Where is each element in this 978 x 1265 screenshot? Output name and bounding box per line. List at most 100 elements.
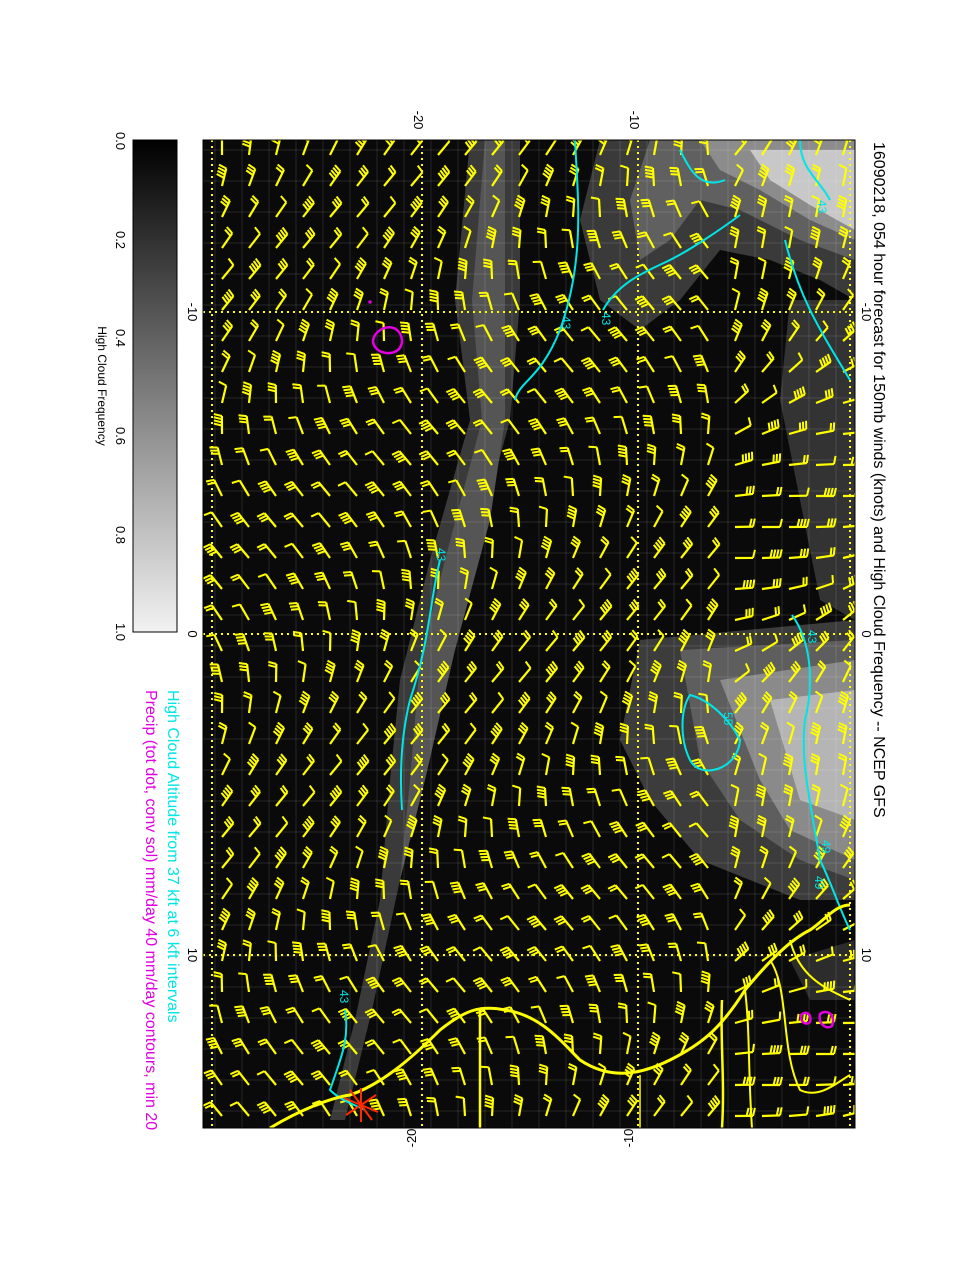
- wind-barb: [580, 326, 601, 342]
- wind-barb: [842, 1105, 855, 1118]
- wind-barb: [545, 140, 557, 156]
- wind-barb: [326, 287, 339, 311]
- wind-barb: [501, 882, 520, 900]
- contour-label: 43: [599, 312, 613, 326]
- wind-barb: [457, 257, 468, 280]
- wind-barb: [288, 974, 305, 993]
- wind-barb: [474, 449, 493, 466]
- wind-barb: [491, 660, 505, 683]
- wind-barb: [514, 566, 527, 590]
- wind-barb: [815, 455, 837, 467]
- wind-barb: [317, 601, 332, 621]
- wind-barb: [554, 387, 574, 404]
- wind-barb: [730, 318, 743, 342]
- wind-barb: [489, 566, 499, 590]
- wind-barb: [321, 909, 332, 931]
- wind-barb: [302, 722, 314, 745]
- wind-barb: [472, 388, 493, 404]
- wind-barb: [256, 512, 277, 528]
- wind-barb: [310, 1070, 331, 1086]
- wind-barb: [275, 195, 288, 218]
- wind-barb: [707, 567, 721, 590]
- colorbar-tick: 0.6: [113, 427, 128, 445]
- wind-barb: [626, 629, 639, 652]
- colorbar-tick: 1.0: [113, 623, 128, 641]
- wind-barb: [706, 598, 719, 621]
- wind-barb: [263, 632, 278, 652]
- wind-barb: [296, 350, 306, 373]
- wind-barb: [690, 324, 709, 342]
- wind-barb: [634, 295, 655, 311]
- wind-barb: [664, 355, 682, 373]
- wind-barb: [680, 567, 694, 590]
- wind-barb: [644, 723, 656, 745]
- wind-barb: [784, 225, 794, 249]
- wind-barb: [337, 449, 358, 466]
- wind-barb: [302, 815, 315, 838]
- wind-barb: [759, 721, 770, 745]
- wind-barb: [810, 752, 821, 776]
- wind-barb: [734, 417, 752, 435]
- wind-barb: [755, 783, 767, 807]
- wind-barb: [353, 287, 364, 311]
- wind-barb: [572, 660, 585, 683]
- wind-barb: [680, 598, 693, 621]
- wind-barb: [272, 721, 286, 745]
- wind-barb: [364, 450, 385, 466]
- wind-barb: [410, 691, 424, 714]
- wind-barb: [588, 1003, 602, 1024]
- wind-barb: [556, 417, 574, 435]
- wind-barb: [581, 852, 601, 869]
- wind-barb: [707, 1063, 720, 1086]
- wind-barb: [424, 322, 440, 342]
- wind-barb: [256, 1070, 277, 1086]
- wind-barb: [784, 163, 796, 187]
- wind-barb: [815, 574, 835, 591]
- wind-barb: [615, 755, 629, 776]
- wind-barb: [678, 1031, 690, 1055]
- wind-barb: [310, 481, 331, 497]
- wind-barb: [567, 1062, 578, 1086]
- wind-barb: [644, 165, 656, 187]
- wind-barb: [507, 817, 521, 838]
- star-marker-icon: [343, 1088, 379, 1122]
- wind-barb: [383, 659, 394, 683]
- wind-barb: [499, 388, 520, 404]
- wind-barb: [761, 453, 782, 467]
- wind-barb: [288, 416, 305, 435]
- wind-barb: [218, 380, 228, 404]
- wind-barb: [242, 939, 252, 962]
- wind-barb: [647, 1001, 657, 1024]
- wind-barb: [653, 504, 664, 528]
- wind-barb: [231, 479, 250, 497]
- wind-barb: [476, 478, 494, 497]
- wind-barb: [397, 1097, 413, 1117]
- wind-barb: [302, 195, 315, 218]
- wind-barb: [761, 549, 783, 560]
- wind-barb: [788, 660, 801, 683]
- wind-barb: [213, 413, 224, 435]
- wind-barb: [545, 629, 559, 652]
- wind-barb: [761, 942, 778, 962]
- wind-barb: [453, 290, 467, 311]
- wind-barb: [705, 628, 716, 652]
- wind-barb: [455, 1095, 467, 1117]
- wind-barb: [761, 633, 779, 652]
- wind-barb: [580, 915, 601, 931]
- wind-barb: [527, 325, 547, 342]
- wind-barb: [302, 784, 316, 807]
- wind-barb: [500, 976, 520, 993]
- wind-barb: [480, 507, 494, 528]
- wind-barb: [460, 783, 472, 807]
- wind-barb: [313, 416, 331, 435]
- wind-barb: [570, 721, 580, 745]
- wind-barb: [680, 1063, 692, 1086]
- wind-barb: [761, 140, 773, 156]
- wind-barb: [426, 539, 440, 559]
- wind-barb: [478, 291, 494, 311]
- wind-barb: [403, 846, 414, 869]
- wind-barb: [622, 1031, 632, 1055]
- wind-barb: [447, 355, 466, 373]
- wind-barb: [517, 691, 531, 714]
- wind-barb: [760, 318, 772, 342]
